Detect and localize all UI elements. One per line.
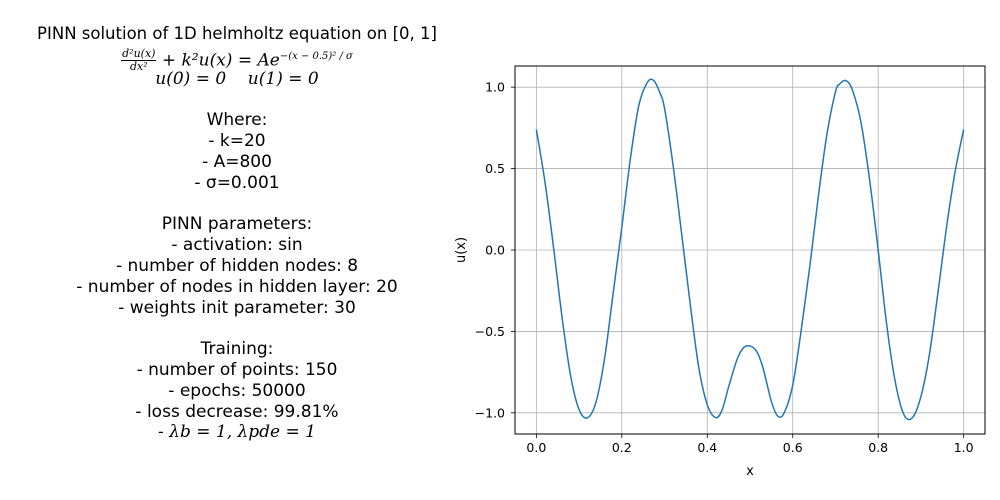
pinn-weights-init: - weights init parameter: 30 <box>118 297 356 318</box>
description-panel: PINN solution of 1D helmholtz equation o… <box>0 24 474 443</box>
pinn-activation: - activation: sin <box>171 235 303 256</box>
x-tick-label: 0.6 <box>783 440 803 455</box>
training-loss: - loss decrease: 99.81% <box>135 401 339 422</box>
grid <box>515 66 985 434</box>
y-tick-label: 0.0 <box>485 243 505 258</box>
training-heading: Training: <box>200 339 274 360</box>
y-tick-label: −1.0 <box>475 405 505 420</box>
lambda-weights: - λb = 1, λpde = 1 <box>158 422 316 443</box>
training-points: - number of points: 150 <box>136 359 338 380</box>
y-tick-label: 1.0 <box>485 80 505 95</box>
equation: d²u(x) dx² + k²u(x) = Ae−(x − 0.5)² / σ <box>0 45 474 73</box>
ticks: 0.0 0.2 0.4 0.6 0.8 1.0 −1.0 −0.5 0.0 0.5 1.0 <box>475 80 974 455</box>
param-sigma: - σ=0.001 <box>194 172 280 193</box>
x-tick-label: 0.8 <box>868 440 888 455</box>
derivative-fraction: d²u(x) dx² <box>121 47 157 74</box>
x-tick-label: 0.4 <box>697 440 717 455</box>
training-epochs: - epochs: 50000 <box>168 380 306 401</box>
x-tick-label: 1.0 <box>954 440 974 455</box>
panel-title: PINN solution of 1D helmholtz equation o… <box>37 24 437 43</box>
solution-line <box>535 78 965 421</box>
plot-frame <box>514 65 986 435</box>
y-tick-label: −0.5 <box>475 324 505 339</box>
param-a: - A=800 <box>202 151 272 172</box>
x-axis-label: x <box>746 464 754 479</box>
pinn-hidden-nodes: - number of hidden nodes: 8 <box>115 255 359 276</box>
pinn-nodes-per-layer: - number of nodes in hidden layer: 20 <box>76 276 398 297</box>
param-k: - k=20 <box>208 131 266 152</box>
y-axis-label: u(x) <box>454 237 469 263</box>
x-tick-label: 0.0 <box>526 440 546 455</box>
equation-exponent: −(x − 0.5)² / σ <box>279 50 353 62</box>
pinn-heading: PINN parameters: <box>161 214 313 235</box>
equation-rhs: + k²u(x) = Ae <box>161 50 280 71</box>
where-heading: Where: <box>206 110 268 131</box>
y-tick-label: 0.5 <box>485 161 505 176</box>
boundary-conditions: u(0) = 0 u(1) = 0 <box>155 68 319 89</box>
x-tick-label: 0.2 <box>612 440 632 455</box>
